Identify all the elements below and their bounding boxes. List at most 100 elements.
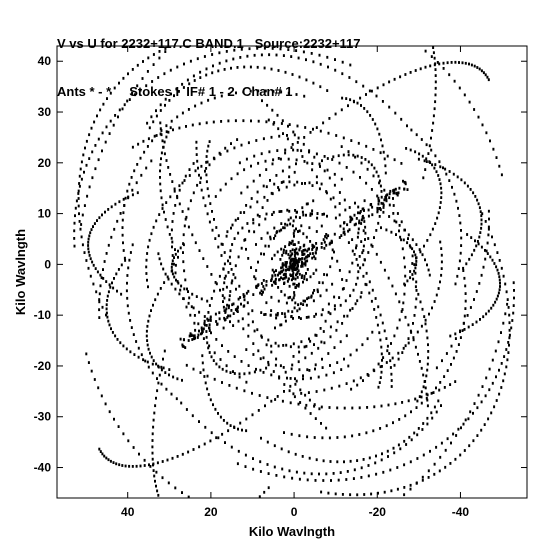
uv-point-conjugate: [382, 203, 385, 207]
uv-point-conjugate: [277, 127, 280, 131]
uv-point-conjugate: [319, 327, 322, 330]
uv-point-conjugate: [288, 209, 291, 213]
uv-point: [315, 334, 318, 337]
uv-point: [476, 434, 479, 437]
uv-point: [415, 406, 418, 409]
uv-point: [207, 311, 210, 314]
uv-point: [199, 181, 202, 184]
uv-point: [479, 318, 481, 321]
uv-point-conjugate: [414, 253, 417, 257]
uv-point: [458, 214, 461, 217]
uv-point: [250, 119, 252, 123]
uv-point-conjugate: [253, 53, 256, 57]
uv-point: [164, 272, 167, 276]
uv-point-conjugate: [342, 227, 345, 231]
uv-point-conjugate: [161, 460, 164, 463]
uv-point-conjugate: [263, 287, 266, 291]
uv-point: [433, 472, 436, 476]
uv-point: [239, 296, 242, 299]
uv-point-conjugate: [274, 398, 277, 401]
uv-point-conjugate: [233, 237, 236, 240]
uv-point-conjugate: [504, 312, 507, 316]
uv-point-conjugate: [385, 228, 388, 232]
uv-point: [461, 329, 464, 332]
uv-point-conjugate: [323, 169, 326, 173]
uv-point-conjugate: [278, 188, 281, 192]
uv-point: [257, 119, 260, 123]
uv-point: [382, 356, 385, 359]
uv-point-conjugate: [192, 334, 195, 338]
uv-point: [226, 303, 229, 307]
uv-point: [280, 266, 283, 270]
uv-point-conjugate: [512, 311, 515, 315]
uv-point: [165, 201, 168, 204]
uv-point: [383, 198, 386, 202]
uv-point-conjugate: [380, 226, 382, 230]
uv-point: [163, 152, 166, 156]
uv-point: [404, 274, 407, 278]
uv-point-conjugate: [311, 162, 314, 165]
uv-point-conjugate: [417, 352, 419, 356]
uv-point: [237, 449, 240, 453]
uv-point: [419, 67, 422, 71]
uv-point: [293, 234, 295, 238]
uv-point: [346, 223, 349, 227]
uv-point-conjugate: [252, 467, 255, 471]
uv-point-conjugate: [300, 276, 303, 279]
uv-point-conjugate: [403, 228, 406, 232]
uv-point: [493, 262, 496, 265]
uv-point-conjugate: [257, 260, 259, 264]
uv-point-conjugate: [321, 213, 324, 216]
uv-point-conjugate: [101, 213, 103, 217]
uv-point-conjugate: [158, 50, 161, 53]
uv-point-conjugate: [358, 219, 361, 223]
uv-point: [436, 216, 439, 220]
uv-point-conjugate: [418, 395, 421, 398]
uv-point: [309, 252, 312, 256]
uv-point: [219, 153, 222, 156]
uv-point: [423, 244, 425, 248]
uv-point: [314, 417, 317, 420]
uv-point: [217, 436, 220, 440]
uv-point-conjugate: [193, 79, 196, 82]
uv-point: [224, 441, 226, 444]
uv-point-conjugate: [146, 121, 149, 125]
uv-point: [240, 143, 243, 147]
uv-point: [109, 285, 112, 289]
uv-point-conjugate: [432, 391, 435, 394]
uv-point: [282, 366, 285, 369]
uv-point: [145, 265, 148, 269]
uv-point-conjugate: [423, 159, 426, 163]
uv-point: [90, 369, 93, 373]
uv-point: [349, 308, 352, 312]
uv-point: [300, 340, 303, 344]
uv-point: [244, 238, 247, 241]
uv-point-conjugate: [189, 199, 192, 203]
uv-point-conjugate: [192, 367, 195, 371]
uv-point: [364, 231, 367, 235]
uv-point: [128, 98, 131, 101]
uv-point-conjugate: [379, 365, 382, 369]
uv-point-conjugate: [182, 260, 185, 264]
y-tick-label: -10: [34, 308, 52, 322]
uv-point: [118, 108, 121, 112]
uv-point: [131, 188, 134, 192]
uv-point-conjugate: [485, 249, 488, 253]
uv-point: [332, 371, 335, 375]
uv-point: [256, 213, 259, 217]
uv-point: [325, 472, 328, 476]
uv-point: [232, 273, 235, 276]
uv-point-conjugate: [293, 293, 296, 297]
uv-point: [226, 421, 229, 425]
uv-point-conjugate: [315, 181, 318, 185]
uv-point: [237, 319, 240, 323]
uv-point: [292, 243, 295, 246]
uv-point-conjugate: [309, 339, 312, 343]
uv-point-conjugate: [164, 371, 167, 374]
uv-point-conjugate: [140, 353, 143, 357]
uv-point: [221, 243, 224, 246]
uv-point-conjugate: [482, 265, 485, 269]
uv-point: [343, 357, 345, 361]
uv-point: [457, 206, 459, 210]
uv-point-conjugate: [162, 357, 164, 361]
